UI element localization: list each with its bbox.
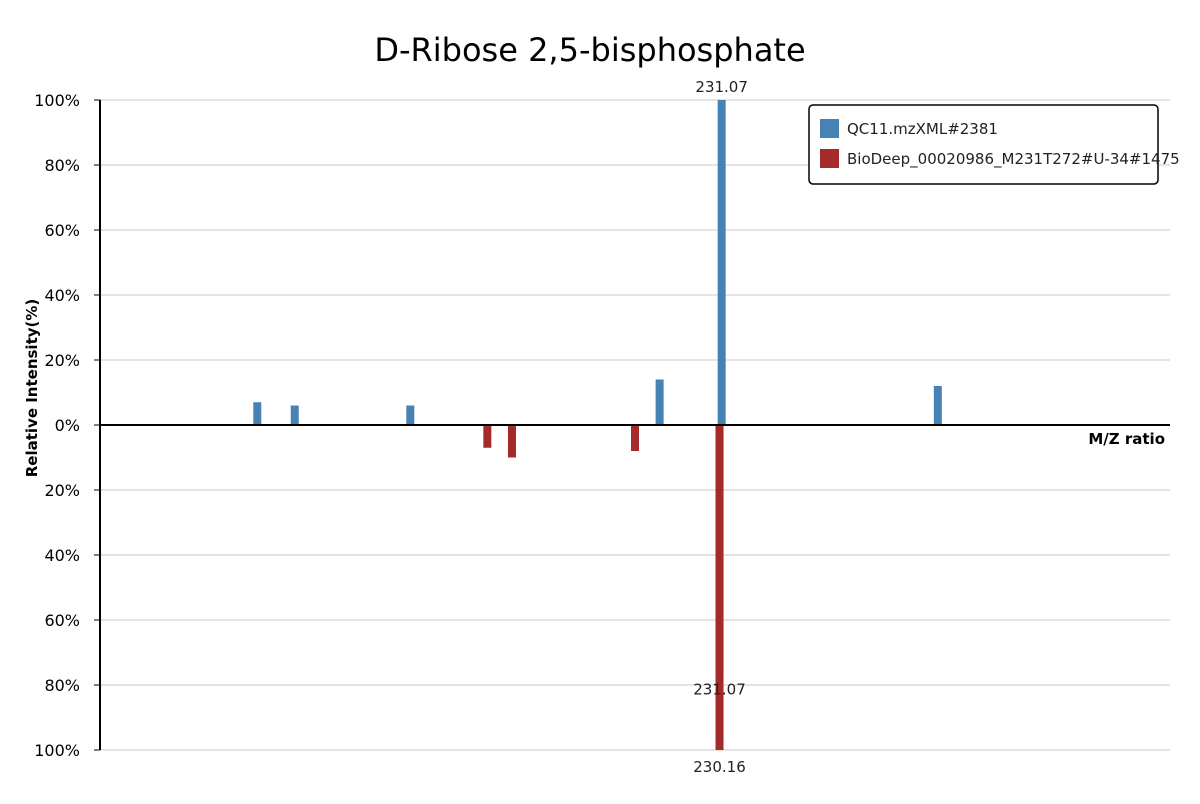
y-tick-label: 0% (55, 416, 80, 435)
chart-title: D-Ribose 2,5-bisphosphate (374, 31, 805, 69)
peak-mz-label: 231.07 (695, 78, 748, 96)
y-tick-label: 60% (44, 611, 80, 630)
peak-bars (253, 100, 942, 750)
legend-label-qc11: QC11.mzXML#2381 (847, 120, 998, 138)
legend-swatch-biodeep (820, 149, 839, 168)
y-tick-label: 80% (44, 676, 80, 695)
spectrum-peak-up (933, 386, 942, 425)
spectrum-peak-up (290, 405, 299, 425)
y-tick-labels: 0% 20% 40% 60% 80% 100% 20% 40% 60% 80% 100% (34, 91, 80, 760)
spectrum-peak-up (717, 100, 726, 425)
spectrum-peak-up (253, 402, 262, 425)
axes (94, 99, 1170, 751)
legend: QC11.mzXML#2381 BioDeep_00020986_M231T27… (808, 104, 1180, 185)
y-tick-label: 40% (44, 286, 80, 305)
peak-mz-label: 231.07 (693, 680, 746, 698)
y-tick-label: 20% (44, 351, 80, 370)
spectrum-peak-down (507, 425, 516, 458)
y-tick-label: 100% (34, 91, 80, 110)
peak-mz-label: 230.16 (693, 758, 746, 776)
legend-box (808, 104, 1159, 185)
y-tick-label: 20% (44, 481, 80, 500)
peak-labels: 231.07 231.07 230.16 (693, 78, 748, 776)
gridlines (100, 99, 1170, 751)
spectrum-peak-down (483, 425, 492, 448)
spectrum-peak-up (406, 405, 415, 425)
y-tick-label: 80% (44, 156, 80, 175)
spectrum-peak-up (655, 379, 664, 425)
spectrum-peak-down (715, 425, 724, 676)
y-axis-label: Relative Intensity(%) (23, 299, 41, 478)
y-tick-label: 60% (44, 221, 80, 240)
y-tick-label: 40% (44, 546, 80, 565)
legend-swatch-qc11 (820, 119, 839, 138)
spectrum-peak-down (631, 425, 639, 451)
x-axis-label: M/Z ratio (1088, 430, 1165, 448)
legend-label-biodeep: BioDeep_00020986_M231T272#U-34#1475 (847, 150, 1180, 169)
y-tick-label: 100% (34, 741, 80, 760)
